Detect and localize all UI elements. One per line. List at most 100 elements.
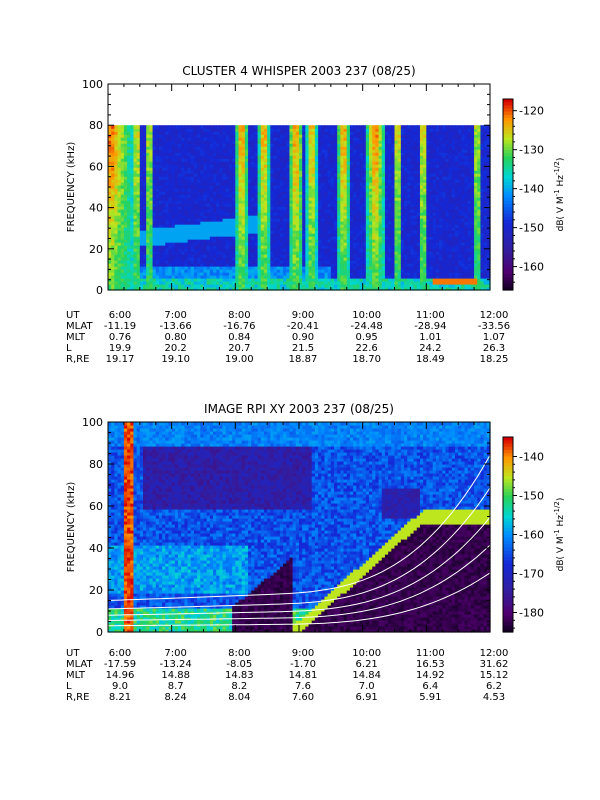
spectrogram-cell [222,143,227,147]
spectrogram-cell [381,179,386,183]
spectrogram-cell [190,149,195,153]
spectrogram-cell [283,152,287,156]
spectrogram-cell [267,170,271,174]
spectrogram-cell [136,173,141,177]
spectrogram-cell [165,284,170,288]
spectrogram-cell [292,197,297,201]
spectrogram-cell [222,179,227,183]
spectrogram-cell [273,263,278,267]
spectrogram-cell [260,272,265,276]
spectrogram-cell [181,206,185,210]
spectrogram-cell [270,149,275,153]
spectrogram-cell [162,236,166,240]
spectrogram-cell [318,230,322,234]
spectrogram-cell [257,233,262,237]
spectrogram-cell [378,194,383,198]
spectrogram-cell [187,251,192,255]
spectrogram-cell [318,191,322,195]
spectrogram-cell [158,125,163,129]
spectrogram-cell [299,269,303,273]
spectrogram-cell [276,269,281,273]
spectrogram-cell [289,140,294,144]
spectrogram-cell [213,269,217,273]
spectrogram-cell [254,164,259,168]
spectrogram-cell [375,176,380,180]
spectrogram-cell [136,185,141,189]
spectrogram-cell [295,143,300,147]
spectrogram-cell [181,209,185,213]
spectrogram-cell [149,260,154,264]
spectrogram-cell [127,143,131,147]
spectrogram-cell [260,206,265,210]
spectrogram-cell [248,161,252,165]
spectrogram-cell [388,218,392,222]
spectrogram-cell [337,143,341,147]
spectrogram-cell [311,287,316,291]
spectrogram-cell [171,287,176,291]
spectrogram-cell [283,194,287,198]
spectrogram-cell [162,131,166,135]
spectrogram-cell [381,272,386,276]
spectrogram-cell [143,134,147,138]
spectrogram-cell [378,131,383,135]
spectrogram-cell [362,239,367,243]
spectrogram-cell [324,272,329,276]
spectrogram-cell [209,227,214,231]
spectrogram-cell [143,269,147,273]
spectrogram-cell [349,185,354,189]
spectrogram-cell [314,176,319,180]
spectrogram-cell [149,191,154,195]
spectrogram-cell [299,125,303,129]
spectrogram-cell [225,134,230,138]
spectrogram-cell [216,125,221,129]
spectrogram-cell [273,257,278,261]
spectrogram-cell [260,284,265,288]
spectrogram-cell [327,131,332,135]
spectrogram-cell [276,194,281,198]
spectrogram-cell [222,137,227,141]
spectrogram-cell [181,191,185,195]
spectrogram-cell [120,263,125,267]
spectrogram-cell [394,155,399,159]
spectrogram-cell [136,146,141,150]
spectrogram-cell [114,212,119,216]
spectrogram-cell [349,275,354,279]
spectrogram-cell [136,257,141,261]
spectrogram-cell [391,197,396,201]
spectrogram-cell [279,212,284,216]
spectrogram-cell [158,134,163,138]
spectrogram-cell [305,278,310,282]
spectrogram-cell [251,164,256,168]
spectrogram-cell [349,227,354,231]
spectrogram-cell [127,179,131,183]
spectrogram-cell [289,251,294,255]
spectrogram-cell [308,245,313,249]
spectrogram-cell [248,263,252,267]
spectrogram-cell [232,221,236,225]
spectrogram-cell [270,266,275,270]
spectrogram-cell [283,170,287,174]
spectrogram-cell [273,248,278,252]
spectrogram-cell [324,152,329,156]
spectrogram-cell [251,248,256,252]
spectrogram-cell [283,254,287,258]
spectrogram-cell [283,167,287,171]
spectrogram-cell [308,191,313,195]
spectrogram-cell [311,209,316,213]
spectrogram-cell [168,251,173,255]
spectrogram-cell [394,275,399,279]
spectrogram-cell [171,131,176,135]
spectrogram-cell [146,209,150,213]
spectrogram-cell [346,242,351,246]
spectrogram-cell [324,176,329,180]
spectrogram-cell [171,227,176,231]
spectrogram-cell [158,239,163,243]
spectrogram-cell [190,167,195,171]
spectrogram-cell [165,218,170,222]
spectrogram-cell [340,227,345,231]
spectrogram-cell [149,239,154,243]
spectrogram-cell [168,137,173,141]
spectrogram-cell [305,188,310,192]
spectrogram-cell [263,224,268,228]
spectrogram-cell [378,152,383,156]
